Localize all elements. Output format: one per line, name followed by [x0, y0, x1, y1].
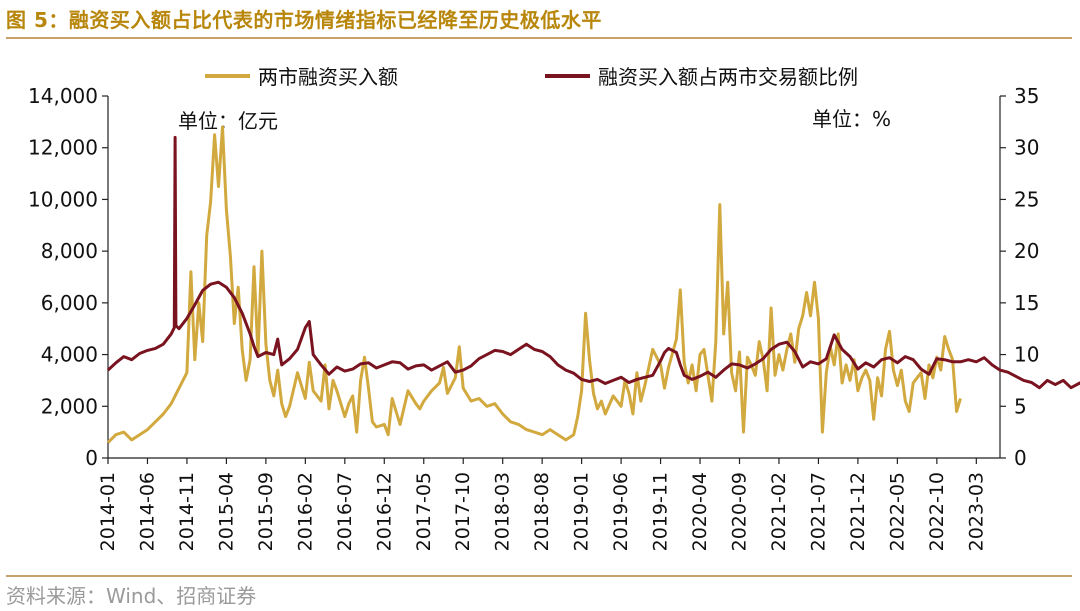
y-left-tick-label: 4,000 — [41, 343, 98, 367]
y-right-tick-label: 0 — [1014, 446, 1027, 470]
series-line-buy-ratio — [106, 135, 1080, 390]
title-divider — [6, 37, 1072, 39]
x-tick-label: 2014-01 — [97, 472, 119, 551]
legend-label-buy-ratio: 融资买入额占两市交易额比例 — [598, 65, 858, 89]
x-tick-label: 2019-06 — [610, 472, 632, 551]
plot-area — [106, 125, 1080, 444]
left-unit-label: 单位：亿元 — [178, 109, 278, 133]
x-tick-label: 2014-06 — [136, 472, 158, 551]
x-tick-label: 2020-04 — [689, 472, 711, 551]
x-tick-label: 2014-11 — [176, 472, 198, 551]
y-right-tick-label: 10 — [1014, 343, 1039, 367]
x-tick-label: 2016-12 — [373, 472, 395, 551]
y-right-tick-label: 15 — [1014, 291, 1039, 315]
x-tick-label: 2017-10 — [452, 472, 474, 551]
legend-label-buy-amount: 两市融资买入额 — [258, 65, 398, 89]
x-tick-label: 2018-08 — [531, 472, 553, 551]
x-tick-label: 2016-07 — [334, 472, 356, 551]
x-tick-label: 2021-02 — [768, 472, 790, 551]
x-tick-label: 2021-07 — [807, 472, 829, 551]
y-right-tick-label: 35 — [1014, 84, 1039, 108]
y-left-tick-label: 14,000 — [28, 84, 98, 108]
x-tick-label: 2017-05 — [413, 472, 435, 551]
x-tick-label: 2020-09 — [729, 472, 751, 551]
x-tick-label: 2018-03 — [492, 472, 514, 551]
source-divider — [6, 575, 1072, 577]
y-left-tick-label: 10,000 — [28, 187, 98, 211]
x-tick-label: 2019-01 — [571, 472, 593, 551]
y-right-tick-label: 5 — [1014, 394, 1027, 418]
source-note: 资料来源：Wind、招商证券 — [6, 584, 257, 608]
y-right-tick-label: 25 — [1014, 187, 1039, 211]
y-left-tick-label: 2,000 — [41, 394, 98, 418]
x-tick-label: 2015-04 — [215, 472, 237, 551]
chart-legend: 两市融资买入额 融资买入额占两市交易额比例 — [205, 65, 858, 89]
x-tick-label: 2015-09 — [255, 472, 277, 551]
y-left-tick-label: 0 — [85, 446, 98, 470]
x-tick-label: 2021-12 — [847, 472, 869, 551]
chart-axes: 0 2,000 4,000 6,000 8,000 10,000 12,000 14,000 0… — [28, 84, 1039, 551]
x-tick-label: 2022-05 — [886, 472, 908, 551]
right-unit-label: 单位：% — [812, 107, 891, 131]
x-tick-label: 2016-02 — [294, 472, 316, 551]
x-tick-label: 2019-11 — [650, 472, 672, 551]
series-line-buy-amount — [106, 125, 962, 444]
y-left-tick-label: 8,000 — [41, 239, 98, 263]
y-right-tick-label: 20 — [1014, 239, 1039, 263]
figure-title: 图 5：融资买入额占比代表的市场情绪指标已经降至历史极低水平 — [6, 8, 602, 32]
x-tick-label: 2023-03 — [965, 472, 987, 551]
y-left-tick-label: 6,000 — [41, 291, 98, 315]
y-right-tick-label: 30 — [1014, 136, 1039, 160]
y-left-tick-label: 12,000 — [28, 136, 98, 160]
x-tick-label: 2022-10 — [926, 472, 948, 551]
